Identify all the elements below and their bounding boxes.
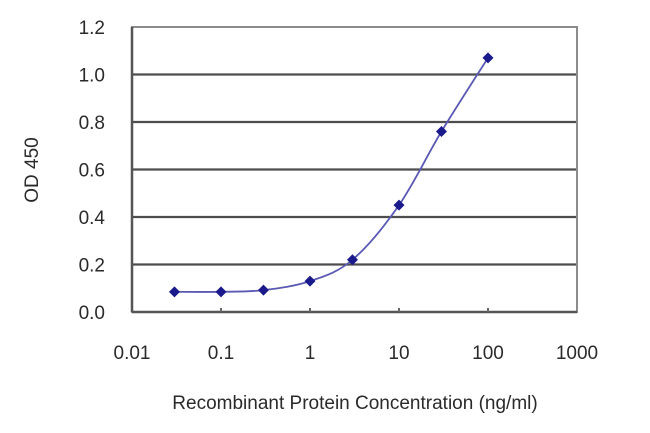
diamond-marker bbox=[257, 284, 269, 296]
x-tick-label: 0.01 bbox=[114, 343, 151, 364]
y-tick-label: 0.0 bbox=[79, 303, 105, 324]
x-tick-label: 0.1 bbox=[208, 343, 234, 364]
y-tick-label: 0.8 bbox=[79, 113, 105, 134]
gridlines bbox=[132, 73, 577, 266]
x-tick-label: 100 bbox=[472, 343, 504, 364]
x-tick-label: 1 bbox=[305, 343, 316, 364]
series-markers bbox=[168, 52, 494, 298]
diamond-marker bbox=[215, 286, 227, 298]
x-tick-label: 1000 bbox=[556, 343, 598, 364]
y-tick-label: 0.2 bbox=[79, 256, 105, 277]
series-line bbox=[174, 57, 489, 293]
x-tick-label: 10 bbox=[388, 343, 409, 364]
diamond-marker bbox=[168, 286, 180, 298]
diamond-marker bbox=[304, 275, 316, 287]
y-tick-label: 0.4 bbox=[79, 208, 106, 229]
x-axis-title: Recombinant Protein Concentration (ng/ml… bbox=[172, 393, 537, 414]
diamond-marker bbox=[346, 254, 358, 266]
x-tick-labels: 0.01 0.1 1 10 100 1000 bbox=[114, 308, 598, 364]
y-tick-labels: 0.0 0.2 0.4 0.6 0.8 1.0 1.2 bbox=[79, 18, 106, 324]
y-tick-label: 1.0 bbox=[79, 66, 105, 87]
diamond-marker bbox=[435, 126, 447, 137]
y-tick-label: 0.6 bbox=[79, 161, 105, 182]
y-axis-title: OD 450 bbox=[22, 137, 43, 202]
diamond-marker bbox=[393, 199, 405, 211]
diamond-marker bbox=[482, 52, 494, 64]
y-tick-label: 1.2 bbox=[79, 18, 105, 39]
